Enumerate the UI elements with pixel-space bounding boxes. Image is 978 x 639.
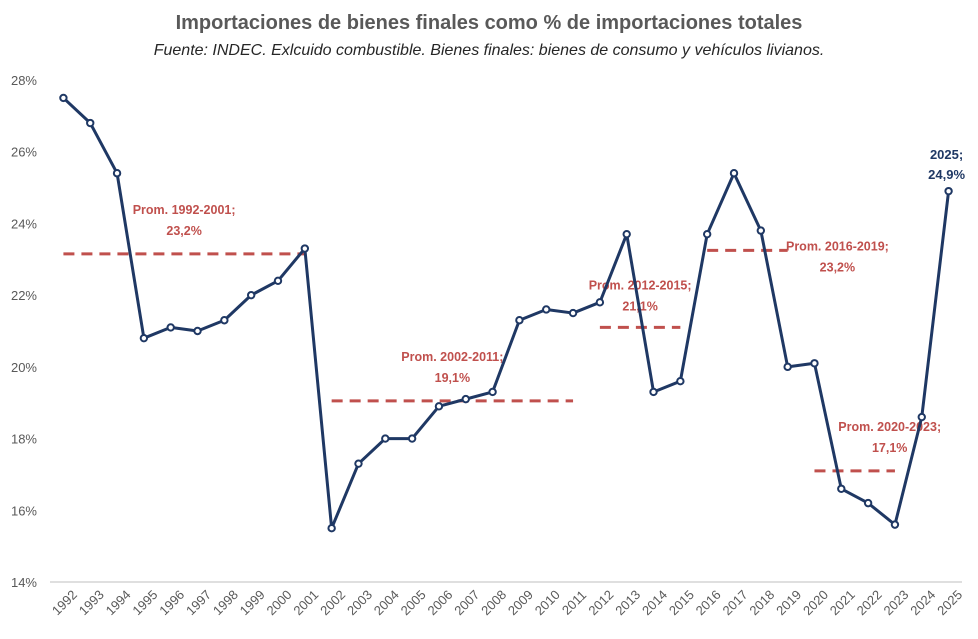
x-tick-label: 2018 xyxy=(746,587,777,618)
data-point xyxy=(890,520,900,529)
data-point xyxy=(595,298,605,307)
x-tick-label: 2013 xyxy=(612,587,643,618)
x-tick-label: 2016 xyxy=(693,587,724,618)
y-tick-label: 26% xyxy=(11,145,37,160)
data-point xyxy=(381,434,390,443)
data-point xyxy=(622,229,631,239)
data-point xyxy=(86,118,95,128)
x-tick-label: 2017 xyxy=(720,587,751,618)
chart-title: Importaciones de bienes finales como % d… xyxy=(175,12,803,34)
data-point xyxy=(166,323,175,332)
x-tick-label: 2019 xyxy=(773,587,804,618)
series-line xyxy=(62,96,951,530)
x-tick-label: 2015 xyxy=(666,587,697,618)
average-value-label: 19,1% xyxy=(435,371,470,385)
y-tick-label: 22% xyxy=(11,288,37,303)
x-tick-label: 1994 xyxy=(103,587,134,618)
data-point xyxy=(354,459,363,468)
x-tick-label: 2007 xyxy=(451,587,482,618)
data-point xyxy=(515,316,524,325)
data-point xyxy=(434,402,444,411)
x-tick-label: 2024 xyxy=(907,587,938,618)
average-label: Prom. 1992-2001; xyxy=(133,203,236,217)
x-tick-label: 1992 xyxy=(49,587,80,618)
average-label: Prom. 2012-2015; xyxy=(589,278,692,292)
x-tick-label: 2023 xyxy=(880,587,911,618)
x-tick-label: 2000 xyxy=(264,587,295,618)
x-tick-label: 2005 xyxy=(398,587,429,618)
data-point xyxy=(220,316,229,325)
x-tick-label: 2014 xyxy=(639,587,670,618)
x-tick-label: 1995 xyxy=(129,587,160,618)
x-tick-label: 2003 xyxy=(344,587,375,618)
data-point xyxy=(676,377,685,386)
x-tick-label: 1996 xyxy=(156,587,187,618)
data-point xyxy=(300,244,310,253)
x-tick-label: 1998 xyxy=(210,587,241,618)
x-tick-label: 2006 xyxy=(424,587,455,618)
average-value-label: 17,1% xyxy=(872,441,907,455)
x-tick-label: 2012 xyxy=(585,587,616,618)
data-point xyxy=(407,434,417,443)
data-point xyxy=(139,333,149,343)
y-tick-label: 18% xyxy=(11,432,37,447)
average-label: Prom. 2002-2011; xyxy=(401,350,503,364)
data-point xyxy=(542,305,551,314)
y-tick-label: 28% xyxy=(11,73,37,88)
x-tick-label: 2021 xyxy=(827,587,858,618)
data-point xyxy=(917,412,926,422)
data-point xyxy=(568,308,578,318)
average-value-label: 23,2% xyxy=(166,224,201,238)
average-value-label: 23,2% xyxy=(820,260,855,274)
x-tick-label: 1997 xyxy=(183,587,214,618)
x-tick-label: 2025 xyxy=(934,587,965,618)
x-tick-label: 2008 xyxy=(478,587,509,618)
data-point xyxy=(461,394,470,404)
data-point xyxy=(863,498,873,508)
data-point xyxy=(327,524,336,533)
x-tick-label: 2022 xyxy=(854,587,885,618)
data-point xyxy=(273,276,283,285)
data-point xyxy=(702,229,712,239)
x-tick-label: 2011 xyxy=(559,587,589,617)
data-point xyxy=(246,290,256,300)
data-point xyxy=(112,169,122,178)
last-point-label: 2025; xyxy=(930,147,963,162)
x-tick-label: 1993 xyxy=(76,587,107,618)
y-tick-label: 20% xyxy=(11,360,37,375)
x-tick-label: 2001 xyxy=(290,587,321,618)
average-label: Prom. 2016-2019; xyxy=(786,239,889,253)
x-tick-label: 2020 xyxy=(800,587,831,618)
x-tick-label: 2009 xyxy=(505,587,536,618)
data-point xyxy=(649,387,658,397)
y-tick-label: 24% xyxy=(11,216,37,231)
y-tick-label: 14% xyxy=(11,575,37,590)
data-point xyxy=(783,362,792,372)
data-point xyxy=(729,169,739,178)
x-tick-label: 2010 xyxy=(532,587,563,618)
data-point xyxy=(756,226,766,235)
x-tick-label: 1999 xyxy=(237,587,268,618)
data-point xyxy=(944,186,953,196)
y-tick-label: 16% xyxy=(11,503,37,518)
data-point xyxy=(59,93,68,103)
last-point-value: 24,9% xyxy=(928,167,965,182)
data-point xyxy=(193,326,202,336)
average-label: Prom. 2020-2023; xyxy=(838,420,941,434)
data-point xyxy=(810,359,819,368)
x-tick-label: 2004 xyxy=(371,587,402,618)
chart-subtitle: Fuente: INDEC. Exlcuido combustible. Bie… xyxy=(153,42,825,59)
x-tick-label: 2002 xyxy=(317,587,348,618)
data-point xyxy=(488,387,497,397)
data-point xyxy=(837,484,846,493)
